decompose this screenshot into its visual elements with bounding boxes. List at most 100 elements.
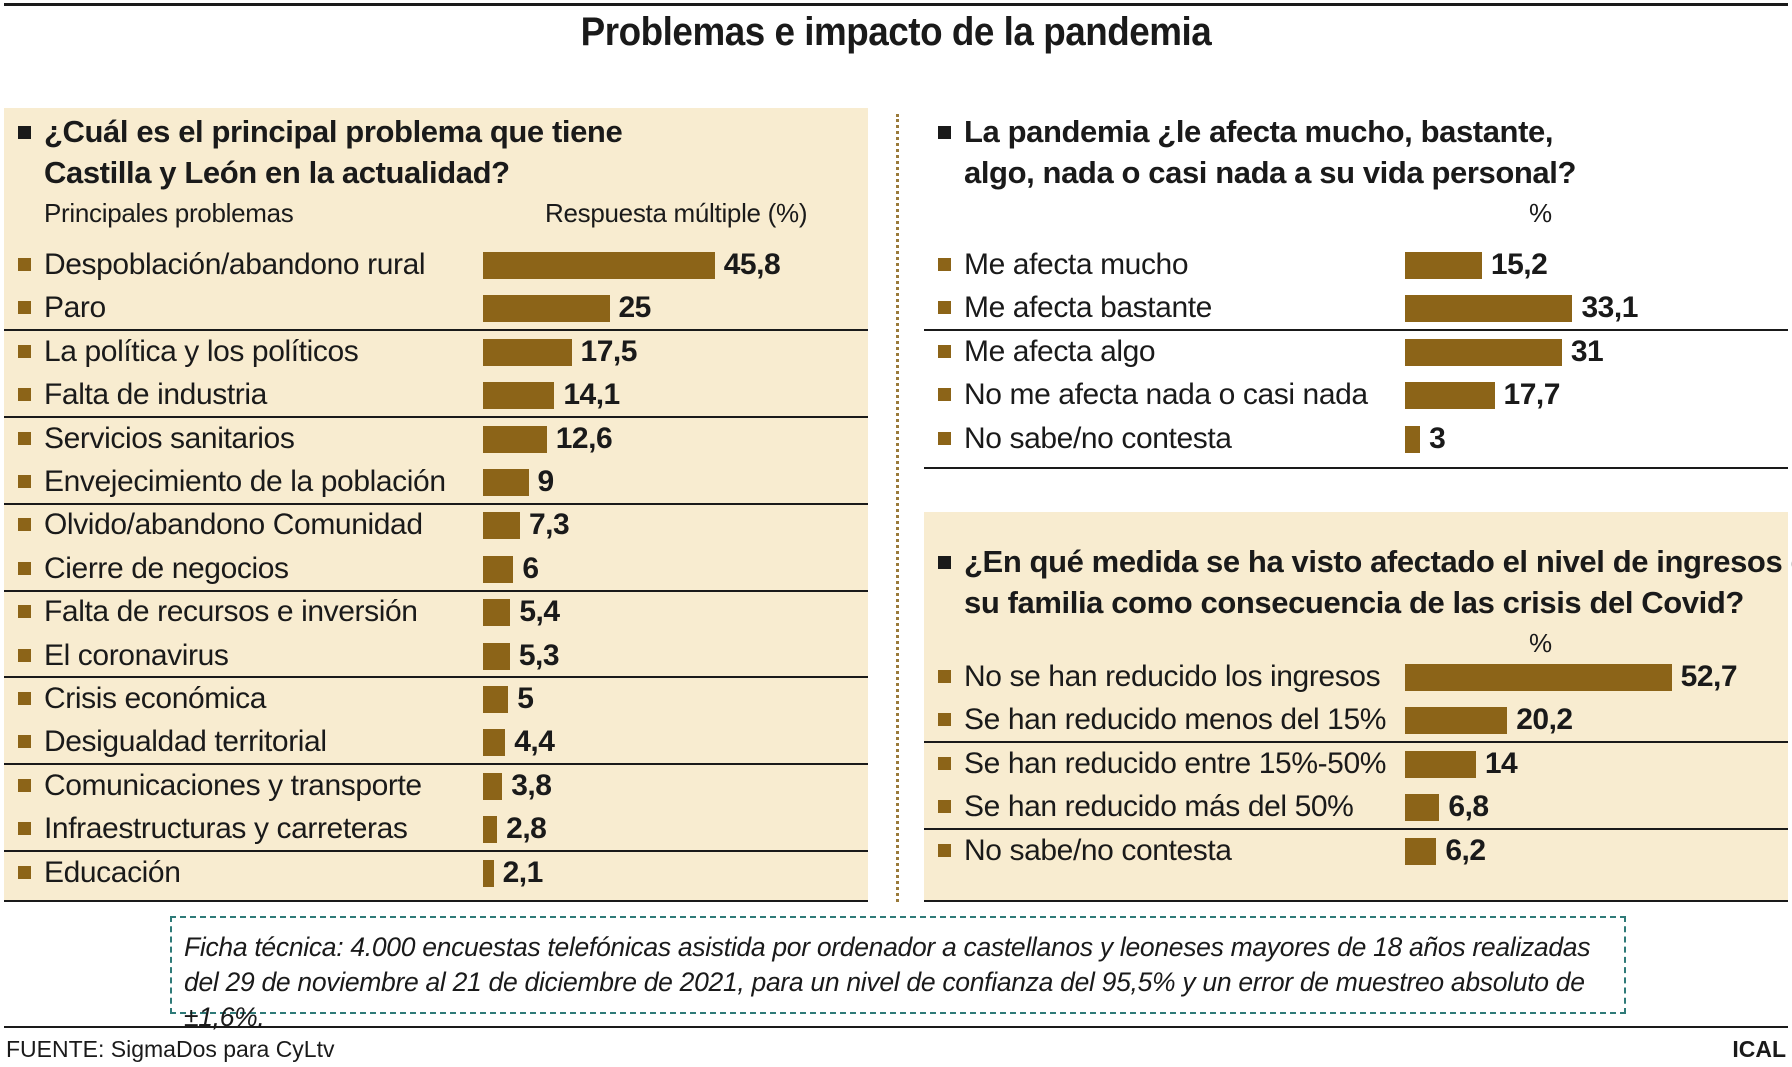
group-separator xyxy=(4,329,868,332)
ficha-tecnica-box: Ficha técnica: 4.000 encuestas telefónic… xyxy=(170,916,1626,1032)
category-label: Me afecta mucho xyxy=(964,248,1189,281)
value-label: 31 xyxy=(1570,334,1604,368)
group-separator xyxy=(924,329,1788,332)
bar xyxy=(483,686,509,713)
category-label: Falta de industria xyxy=(44,378,267,412)
group-separator xyxy=(4,589,868,592)
value-label: 6,2 xyxy=(1445,833,1486,867)
group-separator xyxy=(4,763,868,766)
panel-bottom-rule xyxy=(924,900,1788,902)
row-bullet-icon xyxy=(938,713,951,727)
bullet-square-icon xyxy=(938,126,951,139)
bar xyxy=(483,599,511,627)
value-label: 17,5 xyxy=(580,334,638,368)
value-label: 52,7 xyxy=(1680,660,1738,693)
row-bullet-icon xyxy=(18,822,31,836)
bar xyxy=(483,859,494,887)
row-bullet-icon xyxy=(18,692,31,705)
bar xyxy=(1405,664,1672,691)
category-label: Envejecimiento de la población xyxy=(44,465,446,498)
row-bullet-icon xyxy=(938,800,951,814)
row-bullet-icon xyxy=(18,301,31,315)
row-bullet-icon xyxy=(18,344,31,358)
panel-problemas: ¿Cuál es el principal problema que tiene… xyxy=(4,108,868,902)
value-label: 12,6 xyxy=(555,421,613,455)
row-bullet-icon xyxy=(18,518,31,532)
page-title: Problemas e impacto de la pandemia xyxy=(580,10,1212,54)
row-bullet-icon xyxy=(18,865,31,879)
bar xyxy=(1405,425,1421,453)
panel3-unit-label: % xyxy=(1529,628,1552,658)
value-label: 3 xyxy=(1429,421,1446,455)
value-label: 7,3 xyxy=(528,508,570,542)
bar xyxy=(483,555,514,583)
row-bullet-icon xyxy=(18,778,31,792)
value-label: 5 xyxy=(517,682,534,715)
bar xyxy=(483,512,520,540)
panel3-question-line1: ¿En qué medida se ha visto afectado el n… xyxy=(964,544,1792,579)
category-label: Despoblación/abandono rural xyxy=(44,248,426,281)
row-bullet-icon xyxy=(18,648,31,662)
value-label: 45,8 xyxy=(723,248,781,281)
bar xyxy=(483,816,498,844)
row-bullet-icon xyxy=(18,561,31,575)
group-separator xyxy=(4,676,868,679)
group-separator xyxy=(4,502,868,505)
value-label: 14 xyxy=(1484,746,1518,780)
row-bullet-icon xyxy=(938,301,951,315)
value-label: 5,3 xyxy=(518,638,560,672)
bar xyxy=(483,729,506,757)
bar xyxy=(1405,750,1476,778)
panel-afectacion: La pandemia ¿le afecta mucho, bastante, … xyxy=(924,108,1788,472)
category-label: Desigualdad territorial xyxy=(44,725,327,759)
row-bullet-icon xyxy=(18,431,31,445)
bar xyxy=(483,425,547,453)
panel-bottom-rule xyxy=(4,900,868,902)
category-label: Se han reducido más del 50% xyxy=(964,790,1354,824)
category-label: El coronavirus xyxy=(44,638,229,672)
panel1-unit-label: Respuesta múltiple (%) xyxy=(545,198,808,228)
value-label: 15,2 xyxy=(1490,248,1548,281)
category-label: Olvido/abandono Comunidad xyxy=(44,508,423,542)
bar xyxy=(1405,295,1573,323)
row-bullet-icon xyxy=(938,388,951,402)
panel2-question-line2: algo, nada o casi nada a su vida persona… xyxy=(964,155,1577,190)
panel1-question-line2: Castilla y León en la actualidad? xyxy=(44,155,510,190)
bar xyxy=(483,252,715,279)
row-bullet-icon xyxy=(18,388,31,402)
value-label: 25 xyxy=(618,291,652,325)
category-label: No sabe/no contesta xyxy=(964,421,1232,455)
category-label: La política y los políticos xyxy=(44,334,359,368)
value-label: 4,4 xyxy=(514,725,555,759)
category-label: Me afecta bastante xyxy=(964,291,1212,325)
category-label: Educación xyxy=(44,855,181,889)
row-bullet-icon xyxy=(938,258,951,271)
value-label: 9 xyxy=(537,465,555,498)
panel1-column-label: Principales problemas xyxy=(44,198,294,228)
group-separator xyxy=(924,741,1788,744)
value-label: 6 xyxy=(522,551,539,585)
top-rule xyxy=(4,3,1788,6)
category-label: Cierre de negocios xyxy=(44,551,289,585)
row-bullet-icon xyxy=(18,475,31,488)
category-label: Paro xyxy=(44,291,106,325)
agency-label: ICAL xyxy=(1732,1036,1786,1062)
row-bullet-icon xyxy=(18,735,31,749)
bar xyxy=(483,338,572,366)
bar xyxy=(1405,382,1495,410)
category-label: Crisis económica xyxy=(44,682,266,715)
group-separator xyxy=(924,827,1788,830)
category-label: No se han reducido los ingresos xyxy=(964,660,1381,693)
value-label: 17,7 xyxy=(1503,378,1561,412)
value-label: 2,8 xyxy=(506,812,547,846)
row-bullet-icon xyxy=(938,670,951,683)
panel-divider xyxy=(896,114,899,902)
panel-bottom-rule xyxy=(924,467,1788,469)
group-separator xyxy=(4,415,868,418)
row-bullet-icon xyxy=(18,258,31,271)
value-label: 14,1 xyxy=(563,378,620,412)
category-label: Infraestructuras y carreteras xyxy=(44,812,408,846)
bullet-square-icon xyxy=(18,126,31,139)
category-label: Comunicaciones y transporte xyxy=(44,768,422,802)
value-label: 3,8 xyxy=(511,768,552,802)
